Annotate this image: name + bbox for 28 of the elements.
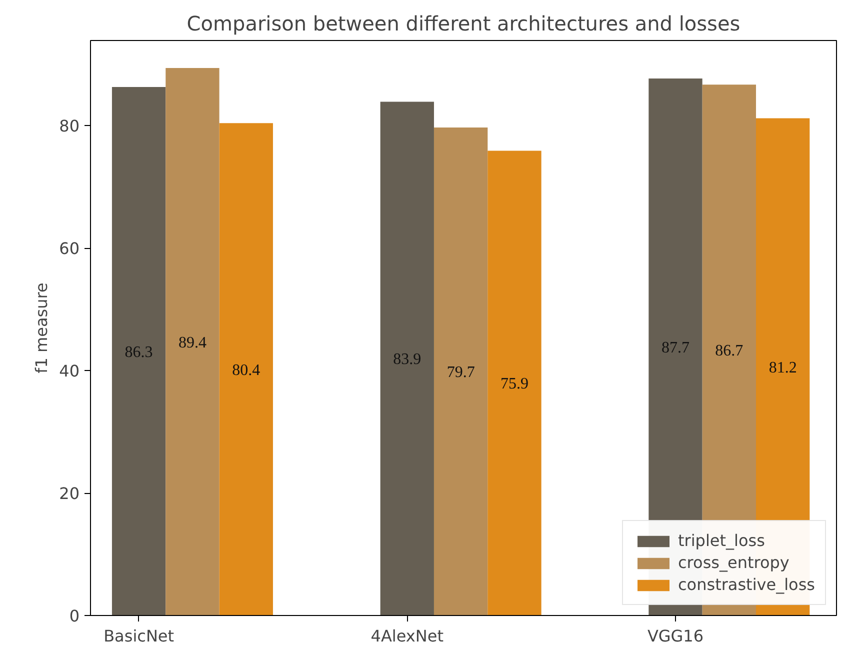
data-label: 79.7 (446, 364, 475, 381)
bar (219, 123, 273, 616)
legend-label: cross_entropy (678, 553, 790, 572)
y-tick-label: 0 (69, 606, 80, 626)
y-tick-label: 80 (59, 116, 80, 136)
y-tick-label: 60 (59, 239, 80, 258)
bar (166, 68, 220, 616)
y-axis-title: f1 measure (32, 282, 52, 374)
y-tick-label: 40 (59, 362, 80, 381)
legend-label: triplet_loss (678, 531, 765, 550)
bar (380, 102, 434, 616)
data-label: 75.9 (500, 376, 528, 393)
x-tick-label: VGG16 (647, 626, 704, 646)
x-tick-label: BasicNet (104, 626, 174, 646)
legend-label: constrastive_loss (678, 575, 815, 594)
data-label: 86.7 (715, 342, 744, 360)
data-label: 80.4 (232, 362, 260, 379)
data-label: 81.2 (768, 359, 797, 376)
x-tick-label: 4AlexNet (370, 626, 444, 646)
bar (488, 150, 542, 616)
chart-title: Comparison between different architectures and losses (186, 12, 740, 36)
data-label: 87.7 (661, 339, 690, 356)
bar (434, 127, 488, 616)
data-label: 83.9 (393, 351, 422, 368)
y-tick-label: 20 (59, 484, 80, 504)
data-label: 86.3 (124, 344, 153, 361)
data-label: 89.4 (178, 334, 206, 352)
bar (112, 87, 166, 616)
